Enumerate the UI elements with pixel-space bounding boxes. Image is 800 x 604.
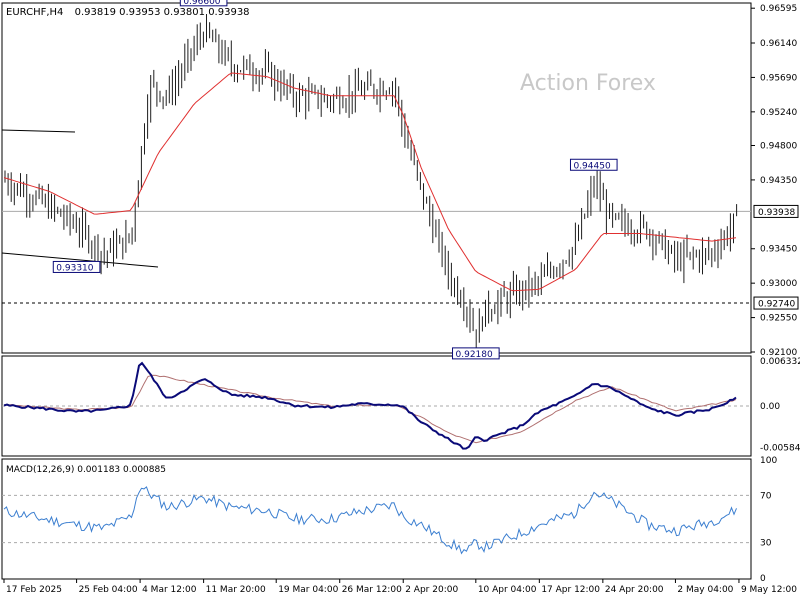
price-axis-tick-label: 0.93450	[760, 245, 797, 255]
current-price-label: 0.93938	[758, 208, 795, 218]
price-axis-tick-label: 0.93000	[760, 279, 797, 289]
time-axis-tick-label: 9 May 12:00	[741, 585, 797, 595]
price-panel-frame	[1, 2, 752, 354]
time-axis-tick-label: 2 Apr 20:00	[405, 585, 458, 595]
price-axis-tick-label: 0.92100	[760, 348, 797, 358]
rsi-axis-tick-label: 100	[760, 456, 777, 466]
price-axis-tick-label: 0.95690	[760, 73, 797, 83]
rsi-axis-tick-label: 30	[760, 539, 772, 549]
time-axis-tick-label: 17 Feb 2025	[6, 585, 62, 595]
chart-header: EURCHF,H4 0.93819 0.93953 0.93801 0.9393…	[6, 7, 250, 18]
ohlc-readout: 0.93819 0.93953 0.93801 0.93938	[75, 7, 250, 18]
price-axis-tick-label: 0.96140	[760, 39, 797, 49]
macd-signal-line	[3, 374, 737, 444]
macd-axis-tick-label: 0.006332	[760, 357, 800, 367]
price-annotation-label: 0.94450	[573, 161, 610, 171]
rsi-panel-frame	[1, 458, 752, 580]
macd-line	[3, 361, 737, 450]
support-trendline	[1, 252, 159, 268]
time-axis-tick-label: 25 Feb 04:00	[79, 585, 138, 595]
rsi-line	[3, 486, 737, 555]
time-axis-tick-label: 4 Mar 12:00	[142, 585, 197, 595]
time-axis-tick-label: 26 Mar 12:00	[342, 585, 402, 595]
rsi-title: MACD(12,26,9) 0.001183 0.000885	[6, 465, 166, 475]
time-axis-tick-label: 2 May 04:00	[677, 585, 733, 595]
current-price-box	[753, 204, 799, 218]
price-annotation-box	[569, 158, 618, 171]
horizontal-level-label: 0.92740	[758, 300, 795, 310]
time-axis-tick-label: 24 Apr 20:00	[605, 585, 664, 595]
resistance-trendline	[1, 129, 76, 133]
price-annotation-label: 0.92180	[456, 350, 493, 360]
price-axis-tick-label: 0.96595	[760, 4, 797, 14]
horizontal-level-box	[753, 296, 799, 310]
time-axis-tick-label: 10 Apr 04:00	[478, 585, 537, 595]
price-annotation-label: 0.96600	[183, 0, 220, 7]
time-axis-tick-label: 11 Mar 20:00	[206, 585, 266, 595]
price-annotation-box	[179, 0, 228, 7]
watermark: Action Forex	[520, 71, 656, 96]
price-axis-tick-label: 0.94350	[760, 176, 797, 186]
price-axis-tick-label: 0.95240	[760, 108, 797, 118]
macd-axis-tick-label: -0.005845	[760, 444, 800, 454]
price-annotation-label: 0.93310	[56, 263, 93, 273]
rsi-axis-tick-label: 70	[760, 491, 772, 501]
price-annotation-box	[52, 260, 101, 273]
time-axis-tick-label: 19 Mar 04:00	[278, 585, 338, 595]
price-axis-tick-label: 0.92550	[760, 314, 797, 324]
rsi-axis-tick-label: 0	[760, 574, 766, 584]
symbol-label: EURCHF,H4	[6, 7, 63, 18]
price-axis-tick-label: 0.94800	[760, 141, 797, 151]
moving-average-line	[3, 72, 737, 292]
macd-axis-tick-label: 0.00	[760, 402, 780, 412]
price-annotation-box	[452, 347, 500, 360]
time-axis-tick-label: 17 Apr 12:00	[541, 585, 600, 595]
